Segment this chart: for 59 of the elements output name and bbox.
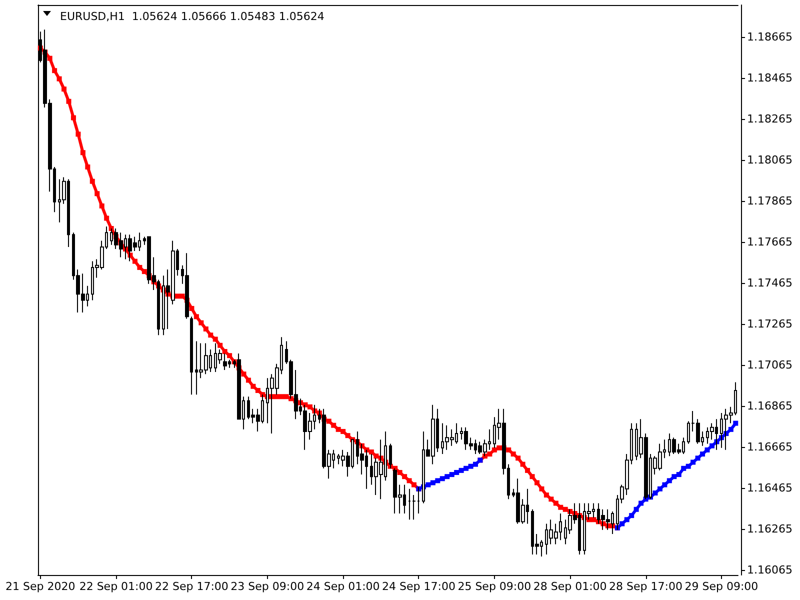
y-tick-label: 1.16865: [747, 399, 792, 412]
point: [704, 447, 710, 452]
point: [686, 464, 691, 469]
point: [638, 500, 644, 506]
candlestick: [408, 488, 411, 520]
x-tick-label: 28 Sep 17:00: [609, 580, 682, 593]
point: [464, 466, 469, 471]
y-tick-label: 1.16265: [747, 522, 792, 536]
point: [690, 460, 696, 465]
y-tick-label: 1.17465: [747, 276, 792, 290]
point: [634, 506, 639, 512]
y-tick-label: 1.17665: [747, 235, 792, 248]
y-tick-label: 1.18265: [747, 112, 792, 126]
y-tick-label: 1.18665: [747, 30, 792, 44]
point: [733, 420, 738, 426]
x-tick-label: 21 Sep 2020: [6, 580, 76, 593]
point: [444, 474, 450, 480]
point: [624, 517, 630, 522]
x-tick-label: 22 Sep 17:00: [154, 580, 228, 593]
y-tick-label: 1.16465: [747, 481, 792, 494]
x-tick-label: 29 Sep 09:00: [684, 580, 758, 593]
candlestick: [190, 316, 193, 396]
y-tick-label: 1.17065: [747, 358, 792, 372]
point: [728, 426, 734, 432]
point: [672, 474, 677, 480]
y-tick-label: 1.17265: [747, 317, 792, 330]
point: [473, 462, 478, 467]
point: [435, 478, 440, 484]
x-tick-label: 24 Sep 01:00: [306, 580, 380, 593]
point: [430, 480, 436, 486]
point: [676, 472, 682, 478]
point: [629, 513, 634, 518]
point: [652, 490, 658, 496]
point: [695, 456, 700, 461]
x-tick-label: 25 Sep 09:00: [458, 580, 532, 593]
x-tick-label: 22 Sep 01:00: [79, 580, 153, 593]
y-tick-label: 1.16665: [747, 440, 792, 454]
point: [426, 482, 431, 488]
x-tick-label: 28 Sep 01:00: [533, 580, 607, 593]
point: [620, 521, 625, 526]
y-tick-label: 1.17865: [747, 194, 792, 208]
point: [709, 443, 714, 448]
point: [681, 466, 686, 471]
point: [657, 486, 662, 492]
y-tick-label: 1.18465: [747, 71, 792, 84]
x-tick-label: 24 Sep 17:00: [382, 580, 456, 593]
point: [454, 470, 460, 475]
y-tick-label: 1.16065: [747, 563, 792, 576]
point: [700, 452, 706, 457]
point: [449, 472, 454, 478]
chart-title: EURUSD,H1 1.05624 1.05666 1.05483 1.05624: [60, 10, 324, 23]
point: [662, 482, 668, 488]
point: [468, 464, 474, 469]
point: [440, 476, 445, 482]
point: [666, 478, 672, 484]
candlestick: [412, 494, 416, 520]
y-tick-label: 1.18065: [747, 153, 792, 166]
point: [458, 468, 464, 473]
x-tick-label: 23 Sep 09:00: [230, 580, 304, 593]
